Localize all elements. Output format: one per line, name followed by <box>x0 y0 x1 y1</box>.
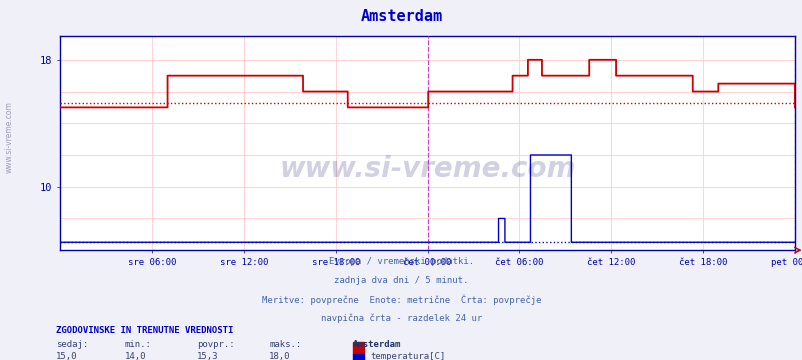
Text: min.:: min.: <box>124 340 151 349</box>
Text: 14,0: 14,0 <box>124 352 146 360</box>
Text: sedaj:: sedaj: <box>56 340 88 349</box>
Text: ZGODOVINSKE IN TRENUTNE VREDNOSTI: ZGODOVINSKE IN TRENUTNE VREDNOSTI <box>56 326 233 335</box>
Text: 18,0: 18,0 <box>269 352 290 360</box>
Text: temperatura[C]: temperatura[C] <box>370 352 445 360</box>
Text: Meritve: povprečne  Enote: metrične  Črta: povprečje: Meritve: povprečne Enote: metrične Črta:… <box>261 295 541 305</box>
Text: zadnja dva dni / 5 minut.: zadnja dva dni / 5 minut. <box>334 276 468 285</box>
Text: Amsterdam: Amsterdam <box>353 340 401 349</box>
Text: www.si-vreme.com: www.si-vreme.com <box>5 101 14 173</box>
Text: www.si-vreme.com: www.si-vreme.com <box>279 155 575 183</box>
Text: povpr.:: povpr.: <box>196 340 234 349</box>
Text: Amsterdam: Amsterdam <box>360 9 442 24</box>
Text: navpična črta - razdelek 24 ur: navpična črta - razdelek 24 ur <box>321 314 481 323</box>
Text: 15,3: 15,3 <box>196 352 218 360</box>
Text: 15,0: 15,0 <box>56 352 78 360</box>
Text: maks.:: maks.: <box>269 340 301 349</box>
Text: Evropa / vremenski podatki.: Evropa / vremenski podatki. <box>329 257 473 266</box>
